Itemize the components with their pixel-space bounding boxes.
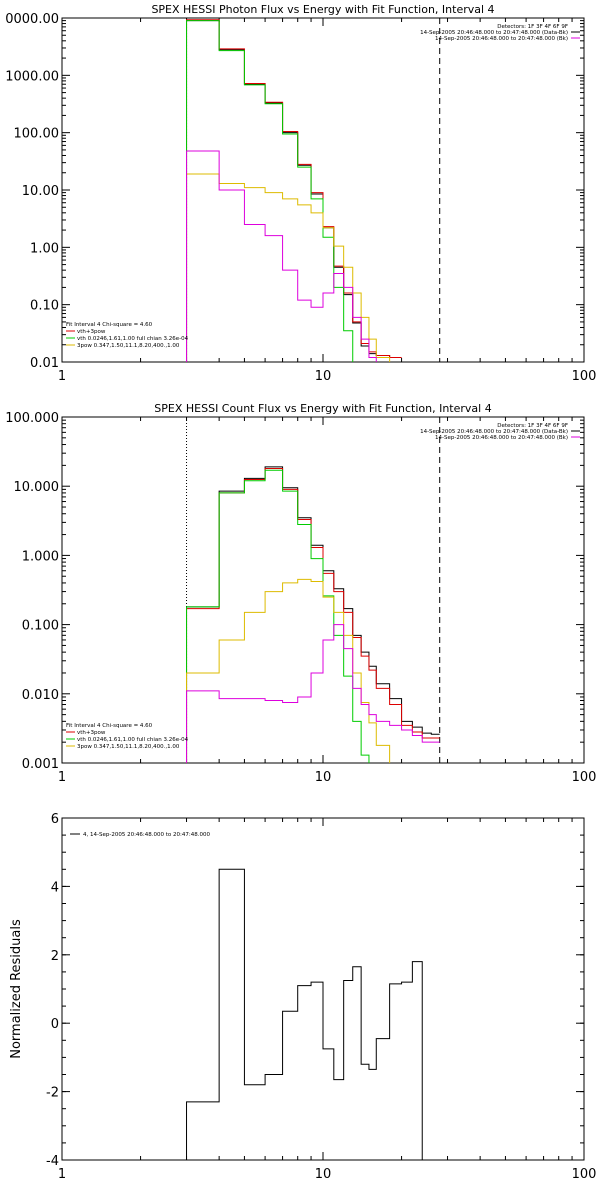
y-tick-label: -2 [46,1086,59,1101]
chart-title: SPEX HESSI Photon Flux vs Energy with Fi… [151,3,494,16]
legend-right-label: 14-Sep-2005 20:46:48.000 to 20:47:48.000… [420,30,568,36]
y-tick-label: 1.000 [22,549,59,564]
legend-right-label: 14-Sep-2005 20:46:48.000 to 20:47:48.000… [420,429,568,435]
y-tick-label: 0000.00 [5,12,59,27]
series-line-vth-3pow [186,19,402,362]
legend-label: vth+3pow [77,730,106,736]
plot-frame [61,17,585,363]
y-tick-label: 100.000 [5,411,59,426]
legend-right-label: Detectors: 1F 3F 4F 6F 9F [497,24,568,30]
legend-right-label: Detectors: 1F 3F 4F 6F 9F [497,423,568,429]
legend-label: vth+3pow [77,329,106,335]
x-tick-label: 100 [572,369,597,384]
chart-title: SPEX HESSI Count Flux vs Energy with Fit… [154,402,491,415]
legend-label: vth 0.0246,1.61,1.00 full chian 3.26e-04 [77,336,189,342]
y-tick-label: 1.00 [30,241,59,256]
series-line-vth [186,469,370,763]
x-tick-label: 1 [58,770,66,785]
legend-label: 3pow 0.347,1.50,11.1,8.20,400.,1.00 [77,744,180,750]
series-line-residual [186,624,440,763]
legend-header: Fit Interval 4 Chi-square = 4.60 [66,723,153,729]
y-tick-label: 0.01 [30,356,59,371]
series-line-3pow [186,578,391,763]
legend-header: Fit Interval 4 Chi-square = 4.60 [66,322,153,328]
y-tick-label: 0.001 [22,757,59,772]
series-line-vth-3pow [186,468,440,763]
series-line-data [186,20,402,362]
y-tick-label: 4 [51,880,59,895]
x-tick-label: 10 [315,1167,332,1182]
y-tick-label: 0.10 [30,299,59,314]
y-tick-label: -4 [46,1154,59,1169]
y-axis-label: Normalized Residuals [9,919,24,1059]
series-line-3pow [186,173,391,362]
series-line-vth [186,20,354,362]
chart-panel-2: SPEX HESSI Count Flux vs Energy with Fit… [5,402,596,785]
x-tick-label: 1 [58,369,66,384]
legend-label: vth 0.0246,1.61,1.00 full chian 3.26e-04 [77,737,189,743]
y-tick-label: 1000.00 [5,69,59,84]
legend-right-label: 14-Sep-2005 20:46:48.000 to 20:47:48.000… [435,435,568,441]
y-tick-label: 6 [51,812,59,827]
y-tick-label: 100.00 [14,127,60,142]
legend-label: 3pow 0.347,1.50,11.1,8.20,400.,1.00 [77,343,180,349]
chart-panel-3: 1 10 100 -4 -2 0 2 4 6 Normalized Residuals 4, 14-… [9,812,596,1182]
x-tick-label: 1 [58,1167,66,1182]
y-tick-label: 0.100 [22,619,59,634]
y-tick-label: 2 [51,949,59,964]
chart-panel-1: SPEX HESSI Photon Flux vs Energy with Fi… [5,3,596,384]
x-tick-label: 10 [315,770,332,785]
x-tick-label: 100 [572,1167,597,1182]
y-tick-label: 0.010 [22,688,59,703]
series-line-4-14-sep-2005-20-46-48-000-to-20-47-48-000 [186,868,423,1160]
y-tick-label: 10.000 [14,480,60,495]
x-tick-label: 10 [315,369,332,384]
y-tick-label: 0 [51,1017,59,1032]
legend-label: 4, 14-Sep-2005 20:46:48.000 to 20:47:48.… [83,832,210,838]
x-tick-label: 100 [572,770,597,785]
legend-right-label: 14-Sep-2005 20:46:48.000 to 20:47:48.000… [435,36,568,42]
y-tick-label: 10.00 [22,184,59,199]
series-line-residual [186,150,377,362]
